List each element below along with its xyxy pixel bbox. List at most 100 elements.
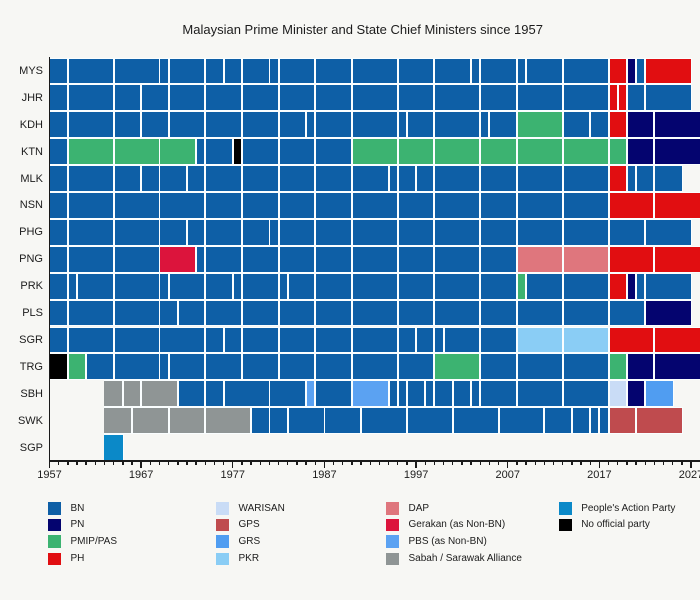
- bar-sbh-2003: [471, 381, 481, 407]
- x-axis-spine: [48, 460, 700, 462]
- bar-sgr-2023: [654, 327, 700, 353]
- term-divider: [515, 273, 518, 299]
- term-divider: [433, 327, 436, 353]
- term-divider: [140, 85, 143, 111]
- term-divider: [277, 300, 280, 326]
- x-tick-minor: [406, 461, 408, 466]
- term-divider: [433, 166, 436, 191]
- term-divider: [66, 219, 69, 245]
- bar-swk-1963: [104, 408, 132, 434]
- term-divider: [405, 381, 408, 407]
- x-tick-label-2007: 2007: [495, 469, 520, 481]
- term-divider: [396, 327, 399, 353]
- bar-mys-1999: [434, 58, 472, 84]
- bar-pls-1957: [49, 300, 68, 326]
- term-divider: [204, 166, 207, 191]
- x-tick-minor: [433, 461, 436, 466]
- bar-prk-1969: [159, 273, 169, 299]
- legend-label-pbs: PBS (as Non-BN): [408, 535, 487, 547]
- term-divider: [653, 246, 656, 272]
- bar-png-1964: [113, 246, 160, 272]
- bar-png-2004: [480, 246, 517, 272]
- bar-phg-1986: [315, 219, 352, 245]
- term-divider: [241, 193, 243, 218]
- term-divider: [158, 300, 161, 326]
- term-divider: [607, 300, 610, 326]
- bar-ktn-2020: [626, 139, 655, 165]
- bar-sgr-1978: [241, 327, 279, 353]
- bar-sbh-1996: [406, 381, 426, 407]
- bar-png-1959: [67, 246, 114, 272]
- bar-sbh-2001: [452, 381, 472, 407]
- legend-swatch-gerakan: [386, 518, 399, 532]
- bar-swk-1979: [251, 408, 270, 434]
- term-divider: [204, 273, 207, 299]
- bar-png-1974: [205, 246, 242, 272]
- bar-mlk-2018: [608, 166, 627, 191]
- bar-sbh-1990: [351, 381, 389, 407]
- term-divider: [433, 58, 436, 84]
- x-tick-minor: [213, 461, 216, 466]
- bar-kdh-2016: [590, 112, 609, 138]
- term-divider: [158, 354, 161, 380]
- term-divider: [525, 273, 528, 299]
- bar-sgr-1990: [351, 327, 398, 353]
- bar-jhr-1967: [141, 85, 169, 111]
- bar-prk-1983: [287, 273, 316, 299]
- bar-png-1978: [241, 246, 279, 272]
- bar-sgr-1997: [416, 327, 435, 353]
- term-divider: [314, 112, 317, 138]
- bar-nsn-1986: [315, 193, 352, 218]
- x-tick-minor: [562, 461, 564, 466]
- term-divider: [241, 273, 243, 299]
- bar-jhr-1982: [278, 85, 316, 111]
- x-tick-minor: [635, 461, 637, 466]
- bar-phg-2018: [608, 219, 646, 245]
- term-divider: [314, 327, 317, 353]
- bar-jhr-1986: [315, 85, 352, 111]
- bar-phg-1964: [113, 219, 160, 245]
- bar-kdh-1957: [49, 112, 68, 138]
- bar-swk-1966: [131, 408, 169, 434]
- term-divider: [176, 381, 179, 407]
- term-divider: [314, 58, 317, 84]
- term-divider: [470, 381, 473, 407]
- bar-trg-2004: [480, 354, 517, 380]
- term-divider: [167, 85, 170, 111]
- bar-swk-1996: [406, 408, 453, 434]
- bar-mlk-1990: [351, 166, 389, 191]
- term-divider: [286, 273, 289, 299]
- term-divider: [625, 273, 628, 299]
- term-divider: [607, 381, 610, 407]
- term-divider: [66, 354, 69, 380]
- term-divider: [607, 327, 610, 353]
- term-divider: [405, 408, 408, 434]
- bar-pls-2004: [480, 300, 517, 326]
- bar-ktn-1964: [113, 139, 160, 165]
- term-divider: [121, 381, 124, 407]
- term-divider: [222, 381, 225, 407]
- bar-prk-1982: [278, 273, 288, 299]
- row-label-trg: TRG: [19, 360, 43, 373]
- bar-sbh-1998: [425, 381, 435, 407]
- term-divider: [167, 354, 170, 380]
- term-divider: [561, 85, 564, 111]
- legend-swatch-warisan: [216, 502, 229, 515]
- bar-mlk-1969: [159, 166, 187, 191]
- term-divider: [167, 273, 170, 299]
- term-divider: [635, 408, 637, 434]
- term-divider: [241, 166, 243, 191]
- term-divider: [204, 246, 207, 272]
- x-tick-minor: [296, 461, 298, 466]
- term-divider: [277, 246, 280, 272]
- legend-swatch-ph: [48, 552, 61, 566]
- term-divider: [112, 273, 115, 299]
- term-divider: [396, 354, 399, 380]
- term-divider: [561, 327, 564, 353]
- bar-prk-1970: [168, 273, 206, 299]
- bar-sgr-1999: [434, 327, 444, 353]
- bar-kdh-2018: [608, 112, 627, 138]
- bar-kdh-2013: [562, 112, 591, 138]
- bar-trg-2013: [562, 354, 609, 380]
- bar-prk-2008: [516, 273, 527, 299]
